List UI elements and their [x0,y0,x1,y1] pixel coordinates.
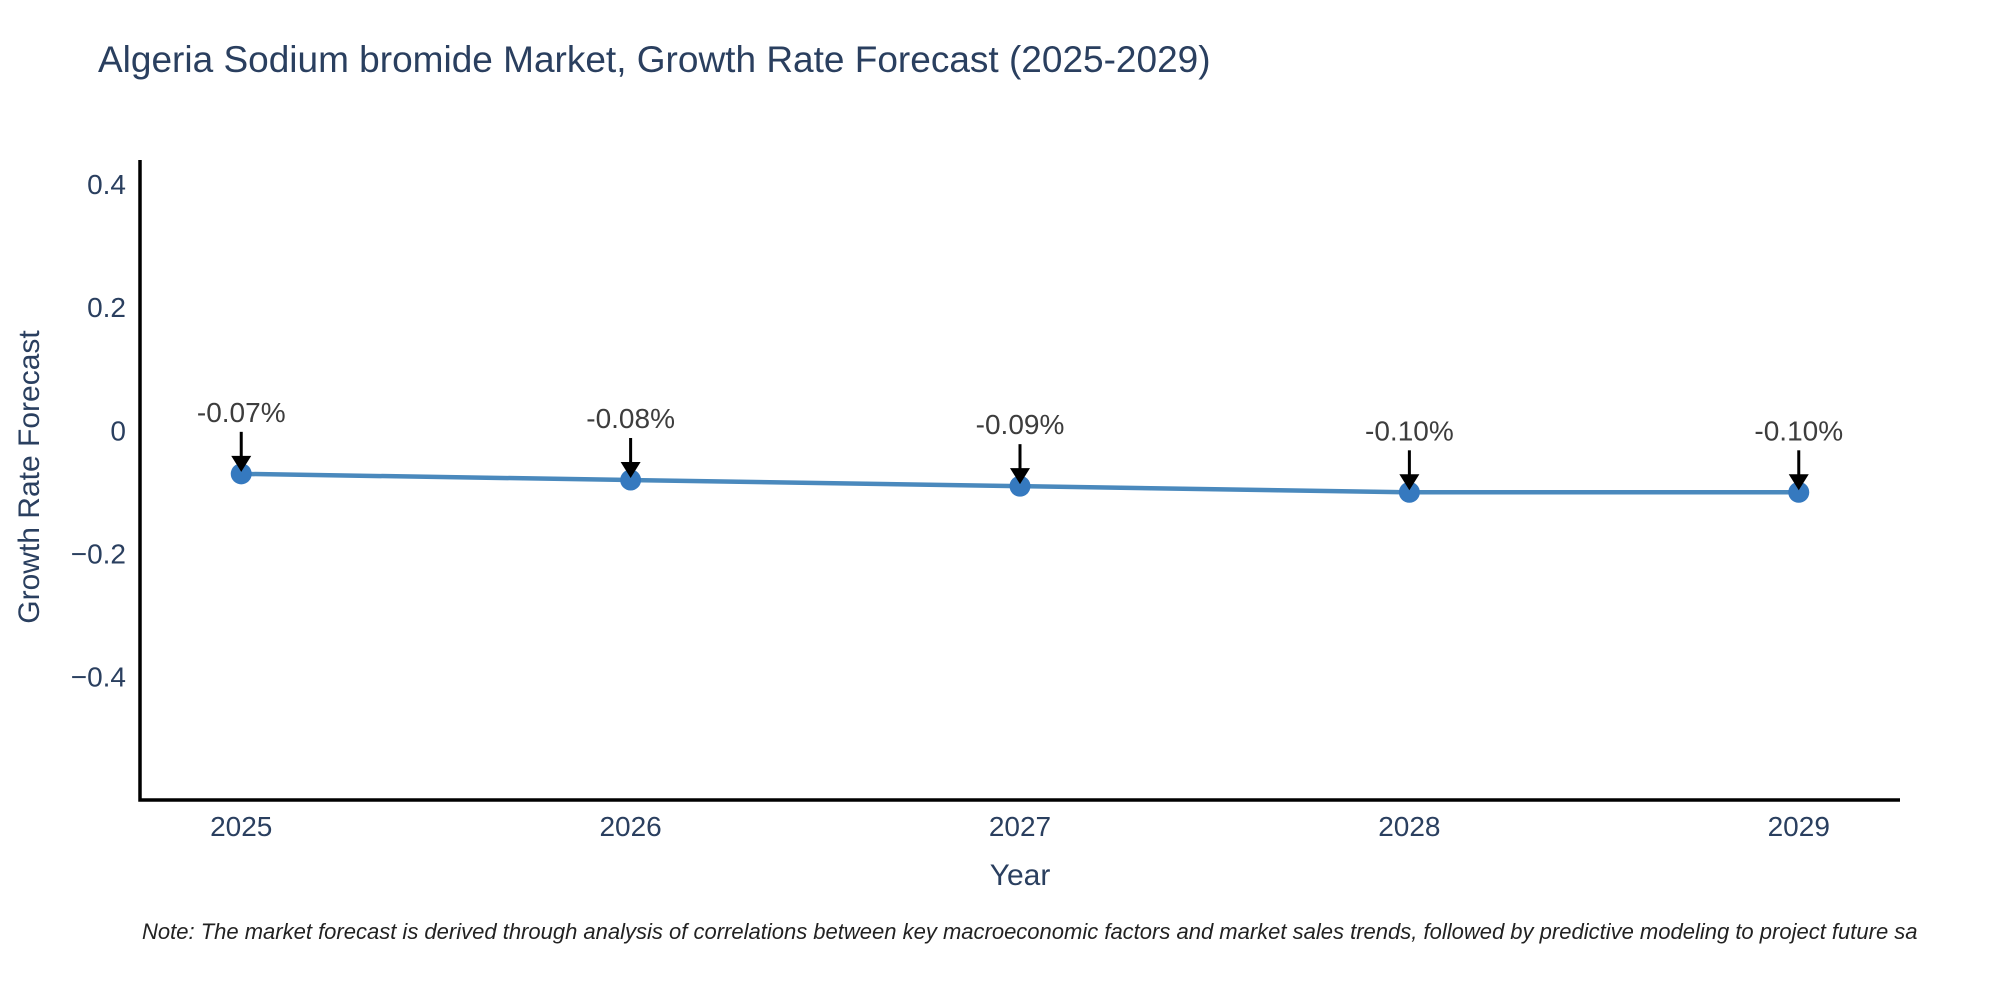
data-point [1009,475,1031,497]
y-tick-label: 0.2 [87,292,126,323]
axis-spines [138,160,1900,802]
x-axis-title: Year [989,859,1051,892]
annotation-label: -0.10% [1365,415,1454,446]
data-point [230,463,252,485]
annotation-arrowhead [1010,468,1030,485]
y-tick-label: −0.2 [71,538,126,569]
annotation-arrowhead [620,462,641,478]
x-tick-label: 2025 [210,811,272,842]
annotation-label: -0.09% [976,409,1065,440]
data-point [1398,481,1420,503]
data-point [1788,481,1810,503]
annotation-arrowhead [1399,474,1420,491]
data-point [620,469,642,491]
y-axis-title: Growth Rate Forecast [13,330,46,624]
x-tick-label: 2026 [599,811,661,842]
x-tick-label: 2028 [1378,811,1440,842]
annotation-arrowhead [1788,474,1809,491]
annotation-arrowhead [231,455,252,472]
annotation-label: -0.10% [1754,415,1843,446]
footnote-text: Note: The market forecast is derived thr… [142,919,1918,944]
y-tick-label: 0 [110,415,126,446]
annotation-label: -0.07% [197,397,286,428]
y-tick-label: 0.4 [87,169,126,200]
x-tick-label: 2029 [1768,811,1830,842]
annotation-label: -0.08% [586,403,675,434]
y-tick-label: −0.4 [71,661,126,692]
chart-title: Algeria Sodium bromide Market, Growth Ra… [98,39,1211,80]
x-tick-label: 2027 [989,811,1051,842]
